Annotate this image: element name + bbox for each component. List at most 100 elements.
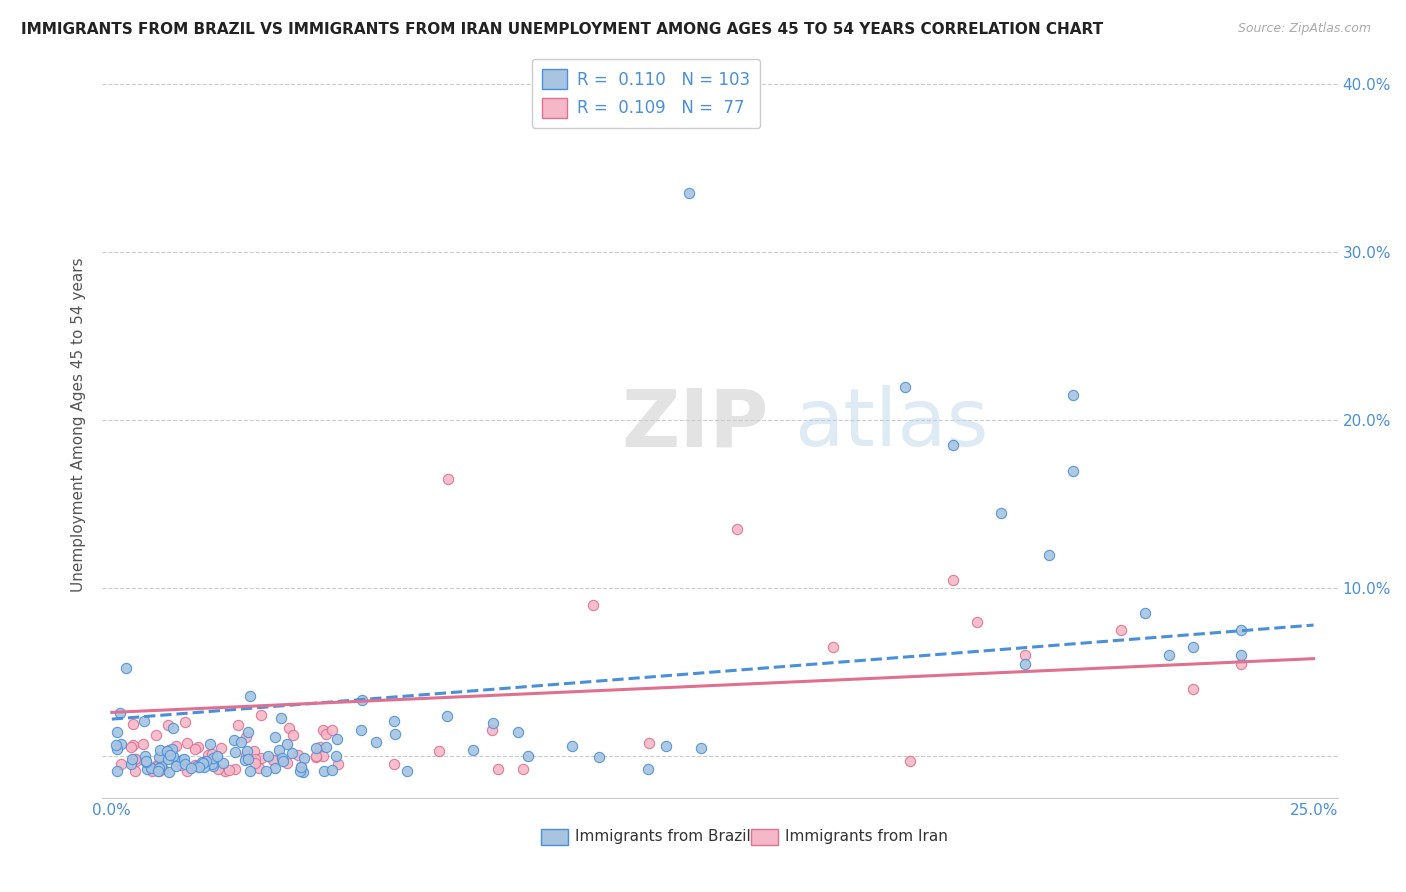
Point xyxy=(110,737,132,751)
Point xyxy=(436,709,458,723)
Point xyxy=(254,764,277,779)
Point xyxy=(145,728,167,742)
Point xyxy=(305,749,328,764)
Point xyxy=(198,737,221,751)
Point xyxy=(315,740,337,755)
Point xyxy=(437,472,460,486)
Text: Source: ZipAtlas.com: Source: ZipAtlas.com xyxy=(1237,22,1371,36)
Point xyxy=(124,764,146,778)
FancyBboxPatch shape xyxy=(541,829,568,845)
Point xyxy=(271,751,294,765)
Legend: R =  0.110   N = 103, R =  0.109   N =  77: R = 0.110 N = 103, R = 0.109 N = 77 xyxy=(531,59,759,128)
Point xyxy=(942,573,965,587)
Text: Immigrants from Brazil: Immigrants from Brazil xyxy=(575,830,751,845)
Point xyxy=(160,741,183,756)
Point xyxy=(135,755,157,769)
Point xyxy=(312,749,335,764)
Point xyxy=(212,756,235,770)
Point xyxy=(264,760,287,774)
Point xyxy=(174,757,197,772)
Point xyxy=(325,731,347,746)
Point xyxy=(725,522,748,536)
Point xyxy=(1230,657,1253,671)
Point xyxy=(678,186,700,201)
Point xyxy=(239,764,262,778)
Point xyxy=(482,715,505,730)
Point xyxy=(263,753,285,767)
Point xyxy=(214,764,236,779)
Point xyxy=(281,746,304,760)
Point xyxy=(145,758,167,772)
Point xyxy=(187,739,209,754)
Point xyxy=(105,742,128,756)
Point xyxy=(135,755,157,769)
Point xyxy=(173,751,195,765)
Point xyxy=(228,718,250,732)
Point xyxy=(148,764,170,778)
Point xyxy=(350,692,373,706)
Point xyxy=(235,747,257,762)
Point xyxy=(218,763,240,777)
Point xyxy=(170,754,193,768)
Point xyxy=(132,738,155,752)
Point xyxy=(1159,648,1181,663)
Point xyxy=(201,758,224,772)
Point xyxy=(1038,548,1060,562)
Point xyxy=(270,711,292,725)
Point xyxy=(121,756,143,771)
Point xyxy=(481,723,503,738)
Point xyxy=(990,506,1012,520)
Point xyxy=(108,706,131,720)
Point xyxy=(395,764,418,778)
Point xyxy=(292,751,315,765)
Point xyxy=(231,734,253,748)
Point xyxy=(1014,648,1036,663)
Point xyxy=(328,756,350,771)
Point xyxy=(184,742,207,756)
Point xyxy=(276,756,298,770)
Point xyxy=(162,748,184,763)
Point xyxy=(195,754,218,768)
Point xyxy=(1182,681,1205,696)
Point xyxy=(263,730,285,744)
Point xyxy=(588,749,610,764)
Point xyxy=(314,764,336,778)
Point xyxy=(305,750,328,764)
Point xyxy=(148,750,170,764)
Point xyxy=(637,736,659,750)
Point xyxy=(250,708,273,723)
Point xyxy=(146,764,169,779)
Point xyxy=(898,754,921,768)
Point xyxy=(186,759,208,773)
Point xyxy=(173,715,195,730)
Point xyxy=(292,764,315,779)
Point xyxy=(224,763,246,777)
Point xyxy=(201,756,224,771)
Point xyxy=(141,764,163,778)
Point xyxy=(125,754,148,768)
Point xyxy=(205,748,228,763)
Point xyxy=(655,739,678,753)
Point xyxy=(170,758,193,772)
Point xyxy=(235,731,257,745)
Text: ZIP: ZIP xyxy=(621,385,768,463)
Point xyxy=(321,723,343,738)
Point xyxy=(821,640,844,654)
Point xyxy=(165,739,187,754)
Point xyxy=(197,747,219,762)
Point xyxy=(150,752,173,766)
Point xyxy=(149,758,172,772)
Point xyxy=(288,764,311,778)
Point xyxy=(188,760,211,774)
Point xyxy=(124,752,146,766)
Point xyxy=(242,744,264,758)
Point xyxy=(581,598,603,612)
Point xyxy=(149,743,172,757)
Point xyxy=(124,752,146,766)
Point xyxy=(224,732,246,747)
Point xyxy=(325,749,347,764)
Text: atlas: atlas xyxy=(794,385,988,463)
Y-axis label: Unemployment Among Ages 45 to 54 years: Unemployment Among Ages 45 to 54 years xyxy=(72,257,86,591)
Point xyxy=(461,743,484,757)
Point xyxy=(315,727,337,741)
